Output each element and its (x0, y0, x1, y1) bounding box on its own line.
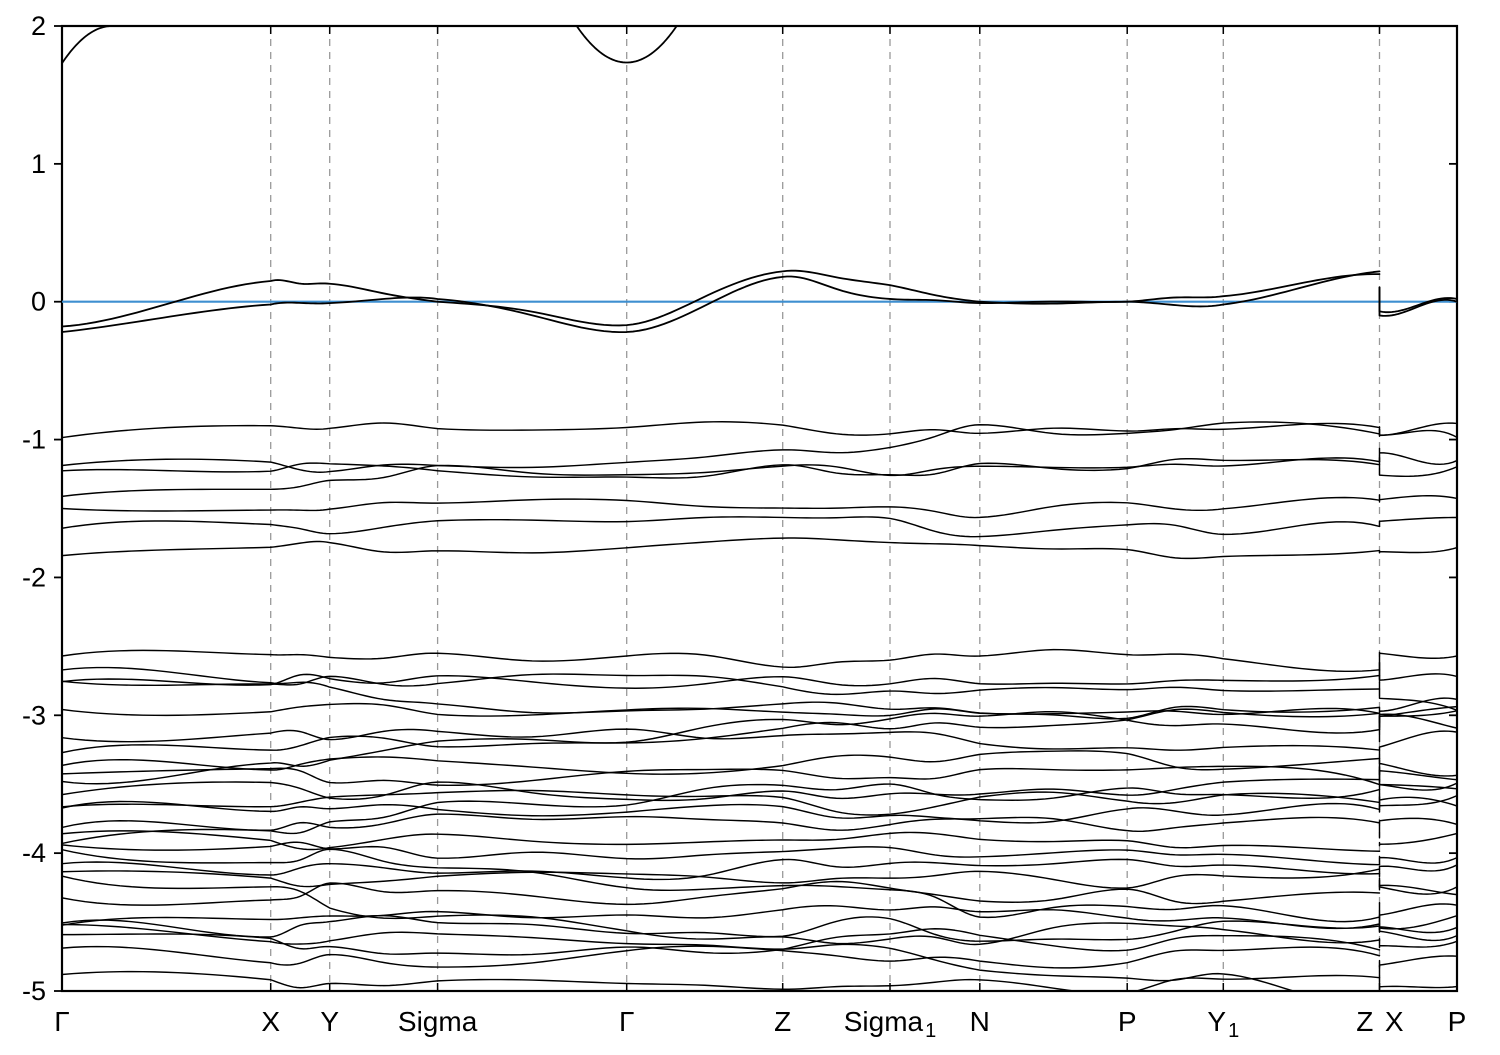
svg-text:Z: Z (774, 1006, 791, 1037)
svg-text:0: 0 (31, 287, 46, 317)
svg-text:P: P (1448, 1006, 1467, 1037)
svg-text:X: X (1385, 1006, 1404, 1037)
svg-text:2: 2 (31, 11, 46, 41)
svg-text:-2: -2 (22, 562, 46, 592)
svg-text:Γ: Γ (54, 1006, 69, 1037)
svg-text:-3: -3 (22, 700, 46, 730)
svg-text:Sigma: Sigma (398, 1006, 478, 1037)
svg-text:X: X (261, 1006, 280, 1037)
svg-text:N: N (970, 1006, 990, 1037)
svg-text:Γ: Γ (619, 1006, 634, 1037)
svg-text:1: 1 (31, 149, 46, 179)
svg-text:Y: Y (320, 1006, 339, 1037)
svg-text:P: P (1118, 1006, 1137, 1037)
svg-text:Z: Z (1356, 1006, 1373, 1037)
svg-text:-1: -1 (22, 425, 46, 455)
svg-text:-4: -4 (22, 838, 46, 868)
svg-text:-5: -5 (22, 976, 46, 1006)
